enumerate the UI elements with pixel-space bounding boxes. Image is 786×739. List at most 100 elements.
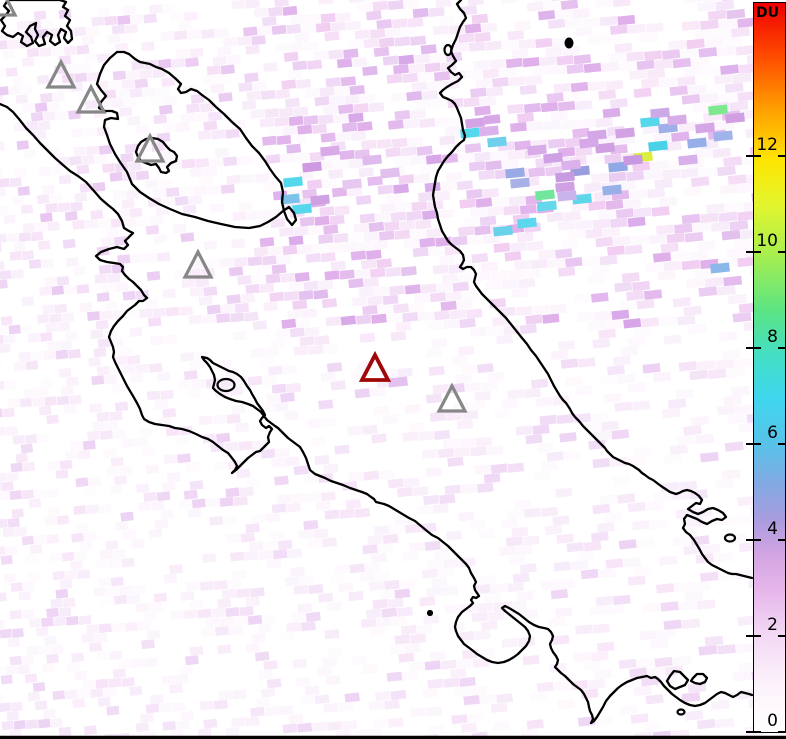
so2-pixel [447,456,464,467]
so2-pixel [43,709,56,719]
so2-pixel [140,712,154,723]
so2-pixel [241,100,257,111]
so2-pixel [162,3,177,14]
so2-pixel [593,669,612,680]
so2-pixel [712,147,732,159]
colorbar-tick-label: 4 [767,519,778,540]
so2-pixel [0,518,8,529]
so2-pixel [556,413,574,425]
so2-pixel [629,667,648,678]
so2-pixel [163,454,178,464]
so2-pixel [135,722,150,733]
so2-pixel [174,195,189,206]
so2-pixel [228,266,244,277]
so2-pixel [716,46,736,57]
so2-pixel [627,455,646,467]
so2-pixel [284,97,300,108]
so2-pixel [604,392,622,404]
so2-pixel [25,121,39,132]
so2-pixel [145,703,160,714]
so2-pixel [557,220,576,231]
so2-pixel [658,316,678,327]
so2-pixel [360,617,377,629]
so2-pixel [219,616,234,627]
so2-pixel [657,270,676,281]
so2-pixel [687,682,707,693]
so2-pixel [677,315,696,326]
so2-pixel [162,720,177,731]
so2-pixel [346,425,363,436]
so2-pixel [445,530,463,541]
so2-pixel [660,601,679,612]
so2-pixel [118,658,132,669]
so2-pixel [246,90,262,101]
so2-pixel [416,624,433,635]
so2-pixel [734,238,754,249]
so2-pixel [599,374,618,385]
so2-pixel [596,522,615,533]
volcano-marker-gray [436,382,468,413]
so2-pixel [238,201,253,212]
so2-pixel [598,567,617,579]
so2-pixel [533,470,551,481]
so2-pixel [135,124,150,135]
so2-pixel [37,120,51,131]
so2-pixel [90,688,104,698]
so2-pixel [166,472,181,483]
so2-pixel [293,345,309,356]
so2-pixel [130,253,144,264]
so2-pixel [228,625,244,636]
so2-pixel [376,19,392,30]
so2-pixel [681,94,701,105]
so2-pixel [735,643,755,654]
so2-pixel [643,50,663,61]
so2-pixel [726,248,746,259]
so2-pixel [5,67,18,77]
so2-pixel [232,211,247,222]
so2-pixel [623,198,642,209]
so2-pixel [51,285,65,296]
so2-pixel [715,0,735,11]
so2-pixel [96,52,110,63]
so2-pixel [266,678,282,689]
so2-pixel [203,718,218,729]
so2-pixel [590,411,609,423]
so2-pixel [16,20,29,31]
so2-pixel [242,26,258,37]
so2-pixel [583,541,602,552]
so2-pixel [698,166,718,178]
so2-pixel [153,114,168,125]
so2-pixel [410,633,427,644]
so2-pixel [474,151,491,162]
coastline-path [0,102,754,725]
so2-pixel [363,231,380,242]
so2-pixel [103,448,117,459]
so2-pixel [399,578,416,590]
so2-pixel [38,166,52,177]
so2-pixel [387,119,404,130]
so2-pixel [586,274,605,285]
so2-pixel [135,602,150,613]
so2-pixel [73,265,87,276]
so2-pixel [588,320,606,331]
so2-pixel [576,311,595,322]
so2-pixel [13,361,26,371]
so2-pixel [70,201,83,212]
so2-pixel [83,532,97,542]
so2-pixel [385,27,402,38]
colorbar-tick [778,443,786,446]
so2-pixel [324,31,340,42]
so2-pixel [456,299,474,310]
so2-pixel [300,621,316,632]
colorbar-tick-label: 0 [767,711,778,731]
so2-pixel [677,434,696,446]
so2-pixel [44,276,57,287]
so2-pixel [459,318,476,329]
so2-pixel [259,237,275,248]
so2-pixel [259,283,275,294]
so2-pixel [46,607,59,618]
so2-pixel [632,520,651,531]
so2-pixel [420,163,437,174]
so2-pixel [176,453,191,464]
so2-pixel [64,450,78,461]
